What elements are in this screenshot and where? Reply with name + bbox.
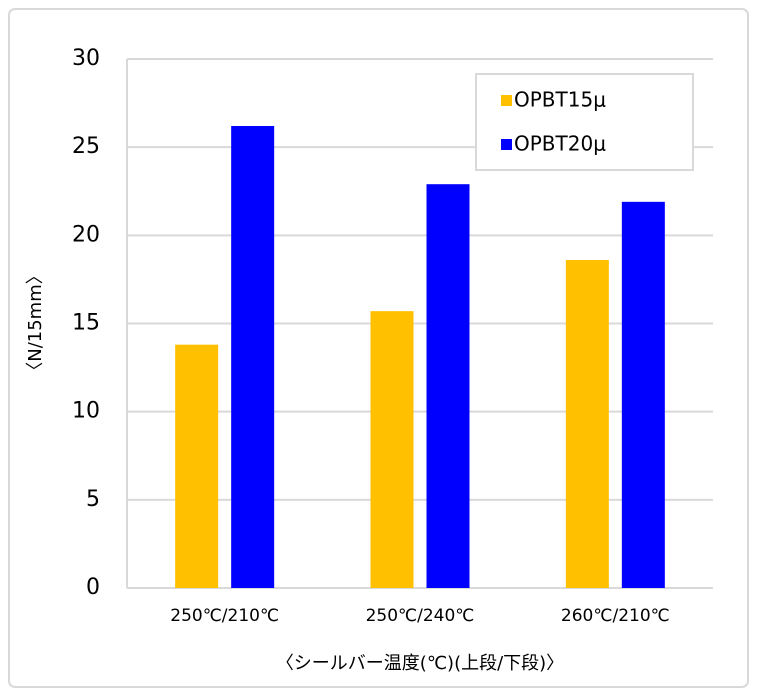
y-tick-label: 15 <box>72 311 100 336</box>
y-tick-label: 5 <box>86 487 100 512</box>
y-tick-label: 25 <box>72 134 100 159</box>
bar <box>426 184 470 589</box>
y-tick-label: 10 <box>72 399 100 424</box>
bar <box>175 344 219 588</box>
legend-swatch <box>501 95 512 106</box>
x-tick-label: 250℃/240℃ <box>366 606 475 626</box>
bar <box>621 201 665 588</box>
y-tick-label: 0 <box>86 575 100 600</box>
y-tick-label: 30 <box>72 46 100 71</box>
x-tick-label: 250℃/210℃ <box>170 606 279 626</box>
y-axis-title: 〈N/15mm〉 <box>25 266 46 380</box>
legend-label: OPBT15μ <box>514 88 606 112</box>
x-axis-title: 〈シールバー温度(℃)(上段/下段)〉 <box>276 653 564 674</box>
bar <box>565 260 609 588</box>
bar <box>231 126 275 589</box>
legend-box <box>475 73 694 171</box>
x-tick-label: 260℃/210℃ <box>561 606 670 626</box>
legend-swatch <box>501 139 512 150</box>
legend-label: OPBT20μ <box>514 132 606 156</box>
y-tick-label: 20 <box>72 222 100 247</box>
bar <box>370 311 414 588</box>
